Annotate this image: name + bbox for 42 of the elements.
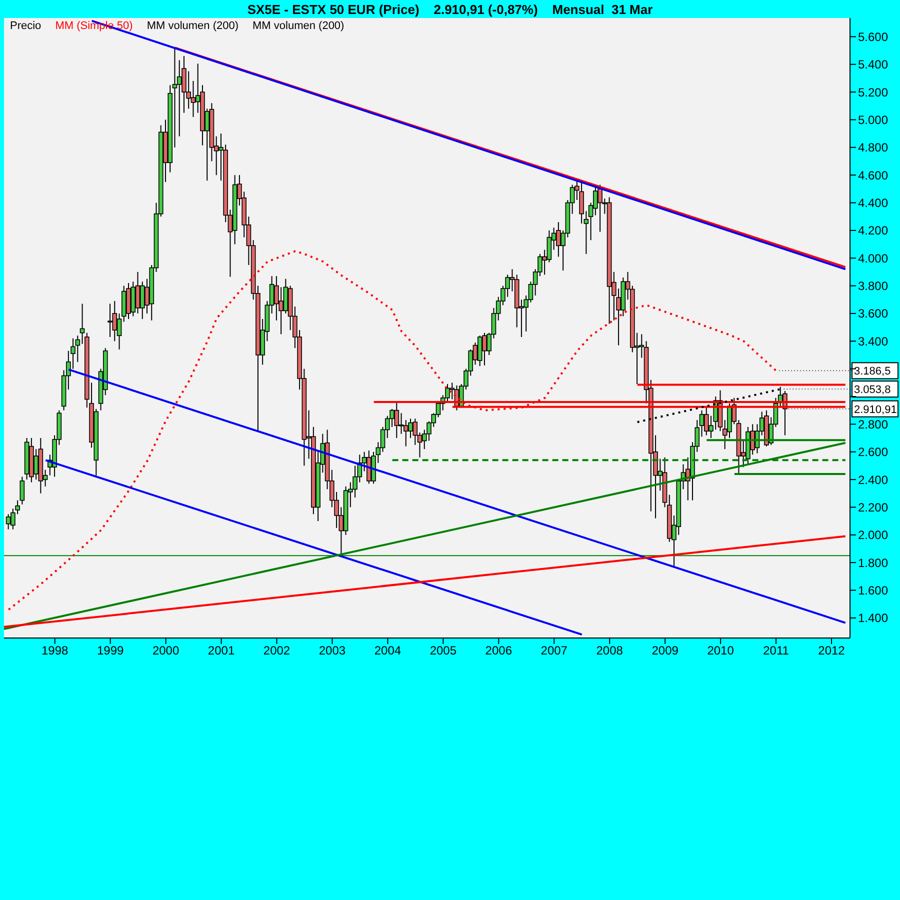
y-tick-label: 2.800 <box>858 417 888 432</box>
x-tick-label: 2000 <box>152 644 180 658</box>
y-tick-label: 1.400 <box>858 611 888 626</box>
text: Precio <box>10 20 42 32</box>
x-tick-label: 2001 <box>208 644 235 658</box>
x-tick-label: 2008 <box>596 644 624 658</box>
y-tick-label: 1.800 <box>858 556 888 570</box>
annotation: MM volumen (200) <box>252 20 344 32</box>
x-tick-label: 1999 <box>96 644 124 658</box>
x-tick-label: 2006 <box>485 644 512 658</box>
x-tick-label: 2009 <box>652 644 679 658</box>
x-tick-label: 2005 <box>430 644 457 658</box>
x-tick-label: 2011 <box>763 644 790 658</box>
y-tick-label: 5.000 <box>858 112 888 127</box>
y-tick-label: 5.200 <box>858 85 888 100</box>
x-tick-label: 2012 <box>818 644 846 658</box>
x-tick-label: 2003 <box>318 644 346 658</box>
y-tick-label: 4.200 <box>858 224 888 238</box>
y-tick-label: 4.600 <box>858 168 888 182</box>
y-tick-label: 3.600 <box>858 306 888 321</box>
y-tick-label: 4.000 <box>858 251 888 266</box>
chart-title: SX5E - ESTX 50 EUR (Price) 2.910,91 (-0,87%) Mensual 31 Mar <box>246 2 654 17</box>
x-tick-label: 1998 <box>42 644 69 658</box>
annotation: 3.053,8 <box>854 384 891 396</box>
y-tick-label: 2.400 <box>858 472 888 487</box>
y-tick-label: 5.400 <box>858 58 888 72</box>
x-tick-label: 2010 <box>707 644 734 658</box>
annotation: 3.186,5 <box>854 366 891 378</box>
y-tick-label: 5.600 <box>858 30 888 44</box>
x-tick-label: 2002 <box>263 644 290 658</box>
annotation: MM volumen (200) <box>146 20 239 32</box>
y-tick-label: 2.000 <box>858 528 888 542</box>
x-tick-label: 2004 <box>374 644 402 658</box>
y-tick-label: 2.200 <box>858 500 888 514</box>
y-tick-label: 1.600 <box>858 584 888 598</box>
y-tick-label: 2.600 <box>858 445 888 460</box>
y-tick-label: 3.800 <box>858 279 888 294</box>
x-tick-label: 2007 <box>540 644 568 658</box>
y-tick-label: 3.400 <box>858 334 888 348</box>
annotation: 2.910,91 <box>854 404 897 416</box>
y-tick-label: 4.800 <box>858 140 888 155</box>
y-tick-label: 4.400 <box>858 196 888 210</box>
